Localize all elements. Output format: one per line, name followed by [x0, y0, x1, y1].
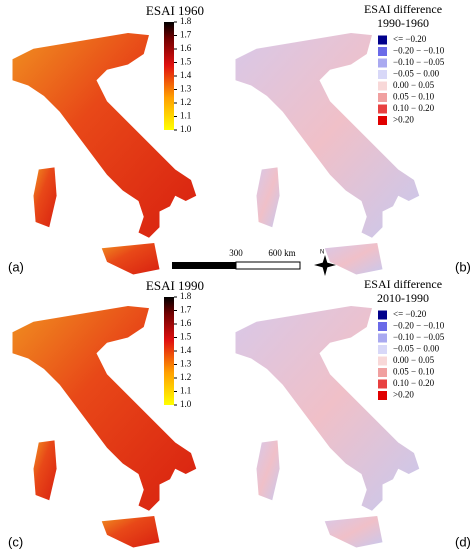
legend-swatch — [378, 345, 387, 354]
panel-label: (d) — [455, 534, 470, 549]
legend-swatch — [378, 104, 387, 114]
tick-label: 1.7 — [180, 30, 192, 40]
panel-title: 1990-1960 — [377, 16, 429, 30]
legend-swatch — [378, 81, 387, 91]
scale-label: 600 km — [268, 248, 295, 258]
legend-swatch — [378, 47, 387, 56]
legend-swatch — [378, 93, 387, 102]
legend-label: −0.10 − −0.05 — [393, 332, 445, 342]
scale-label: 300 — [229, 248, 243, 258]
panel-label: (c) — [8, 534, 23, 549]
legend-label: 0.00 − 0.05 — [393, 355, 435, 365]
legend-swatch — [378, 379, 387, 389]
colorbar — [164, 297, 174, 405]
legend-label: −0.05 − 0.00 — [393, 344, 440, 354]
panel-title: 2010-1990 — [377, 291, 429, 305]
tick-label: 1.3 — [180, 359, 192, 369]
legend-swatch — [378, 310, 387, 320]
legend-swatch — [378, 333, 387, 343]
tick-label: 1.6 — [180, 43, 192, 53]
tick-label: 1.5 — [180, 57, 192, 67]
legend-label: −0.20 − −0.10 — [393, 321, 445, 331]
tick-label: 1.0 — [180, 124, 192, 134]
tick-label: 1.5 — [180, 332, 192, 342]
legend-swatch — [378, 116, 387, 125]
north-arrow: N — [314, 250, 336, 276]
tick-label: 1.4 — [180, 345, 192, 355]
legend-label: −0.05 − 0.00 — [393, 69, 440, 79]
legend-swatch — [378, 35, 387, 45]
tick-label: 1.7 — [180, 305, 192, 315]
legend-label: 0.10 − 0.20 — [393, 103, 435, 113]
panel-title: ESAI 1990 — [146, 278, 204, 293]
legend-label: 0.05 − 0.10 — [393, 92, 435, 102]
legend-swatch — [378, 391, 387, 400]
tick-label: 1.8 — [180, 291, 192, 301]
tick-label: 1.1 — [180, 111, 191, 121]
legend-swatch — [378, 58, 387, 68]
tick-label: 1.1 — [180, 386, 191, 396]
legend-label: −0.20 − −0.10 — [393, 46, 445, 56]
scale-bar: 300 600 km — [172, 248, 301, 270]
tick-label: 1.2 — [180, 372, 191, 382]
panel-title: ESAI 1960 — [146, 3, 204, 18]
legend-label: >0.20 — [393, 115, 414, 125]
legend-swatch — [378, 322, 387, 331]
tick-label: 1.8 — [180, 16, 192, 26]
legend-swatch — [378, 70, 387, 79]
map-italy — [235, 33, 420, 275]
panel-label: (b) — [455, 259, 470, 274]
colorbar — [164, 22, 174, 130]
tick-label: 1.3 — [180, 84, 192, 94]
map-italy — [235, 306, 420, 548]
panel-title: ESAI difference — [364, 277, 442, 291]
legend-label: 0.05 − 0.10 — [393, 367, 435, 377]
tick-label: 1.4 — [180, 70, 192, 80]
panel-title: ESAI difference — [364, 2, 442, 16]
legend-label: 0.00 − 0.05 — [393, 80, 435, 90]
legend-label: <= −0.20 — [393, 309, 427, 319]
legend-label: 0.10 − 0.20 — [393, 378, 435, 388]
panel-label: (a) — [8, 259, 24, 274]
legend-swatch — [378, 368, 387, 377]
tick-label: 1.2 — [180, 97, 191, 107]
legend-label: >0.20 — [393, 390, 414, 400]
tick-label: 1.0 — [180, 399, 192, 409]
legend-label: −0.10 − −0.05 — [393, 57, 445, 67]
legend-swatch — [378, 356, 387, 366]
legend-label: <= −0.20 — [393, 34, 427, 44]
north-label: N — [320, 250, 324, 256]
tick-label: 1.6 — [180, 318, 192, 328]
